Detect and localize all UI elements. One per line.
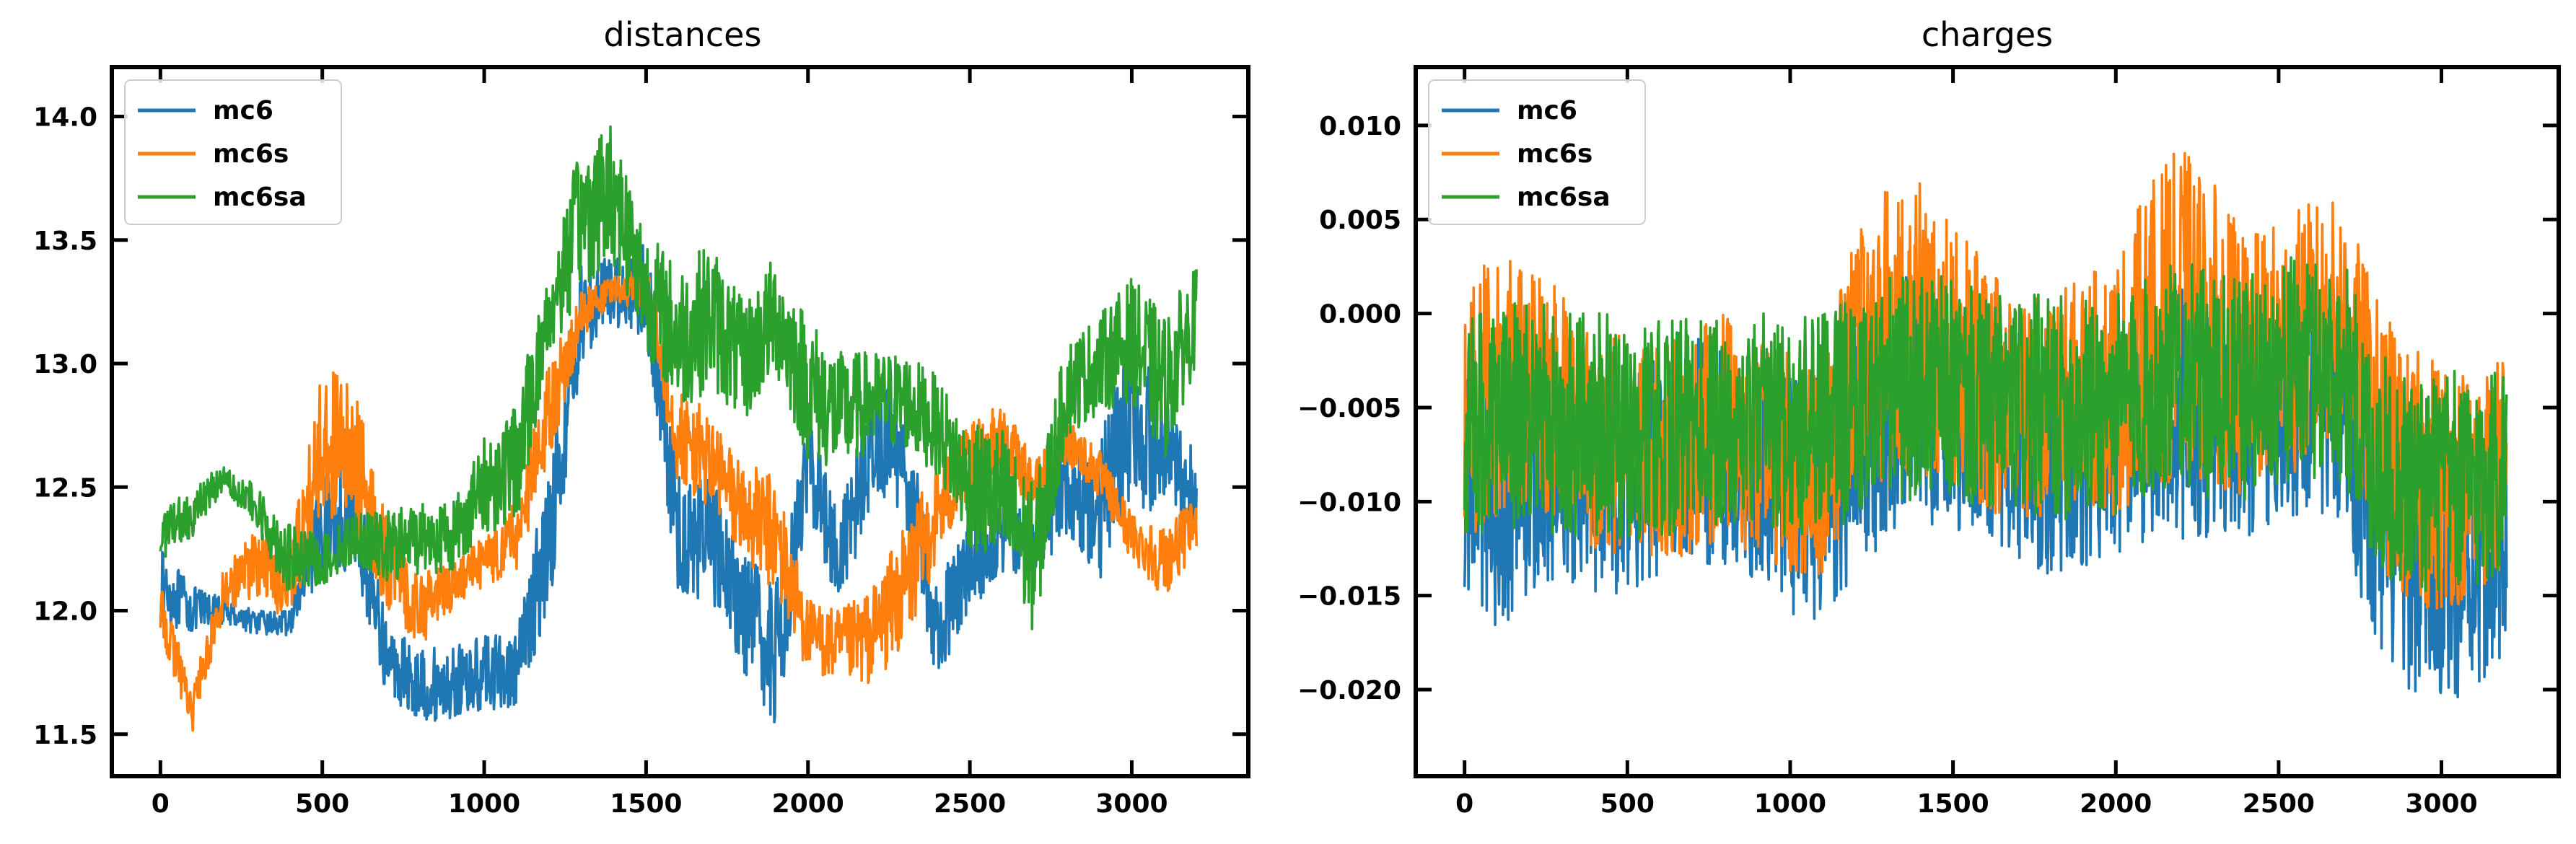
distances-x-tick-label-2: 1000 bbox=[448, 789, 520, 819]
distances-series-mc6sa-line bbox=[159, 125, 1198, 630]
distances-mask-left bbox=[0, 0, 112, 844]
distances-y-tick-label-3: 13.0 bbox=[33, 350, 97, 379]
distances-axes-frame bbox=[110, 65, 1250, 778]
charges-x-tick-label-4: 2000 bbox=[2080, 789, 2152, 819]
distances-mask-bottom bbox=[112, 776, 1248, 783]
charges-x-tick-label-2: 1000 bbox=[1754, 789, 1826, 819]
distances-legend-box bbox=[124, 79, 342, 225]
charges-mask bbox=[1271, 0, 2576, 844]
charges-mask-bottom bbox=[1416, 776, 2559, 783]
charges-data bbox=[1463, 151, 2508, 699]
charges-legend-label-mc6sa: mc6sa bbox=[1517, 183, 1611, 212]
charges-mask-top bbox=[1416, 58, 2559, 67]
distances-y-tick-label-1: 12.0 bbox=[33, 597, 97, 627]
charges-y-tick-label-5: −0.015 bbox=[1297, 582, 1401, 612]
distances-title: distances bbox=[604, 15, 762, 54]
distances-x-tick-label-6: 3000 bbox=[1095, 789, 1167, 819]
distances-y-tick-label-4: 13.5 bbox=[33, 227, 97, 256]
distances-x-tick-label-5: 2500 bbox=[934, 789, 1006, 819]
charges-legend-label-mc6s: mc6s bbox=[1517, 139, 1593, 169]
distances-legend-label-mc6sa: mc6sa bbox=[213, 183, 307, 212]
charges-y-tick-label-2: 0.000 bbox=[1319, 300, 1401, 330]
charges-y-tick-label-1: 0.005 bbox=[1319, 206, 1401, 235]
distances-data bbox=[159, 125, 1198, 732]
charges-y-tick-label-3: −0.005 bbox=[1297, 394, 1401, 423]
charges-legend-label-mc6: mc6 bbox=[1517, 96, 1577, 126]
charges-y-tick-label-6: −0.020 bbox=[1297, 676, 1401, 705]
charges-y-tick-label-4: −0.010 bbox=[1297, 488, 1401, 517]
distances-panel: distances 0 500 1000 1500 2000 2500 3000 11.5 12… bbox=[0, 0, 1250, 844]
distances-x-tick-label-4: 2000 bbox=[772, 789, 844, 819]
charges-mask-left bbox=[1271, 0, 1416, 844]
distances-x-tick-label-0: 0 bbox=[152, 789, 170, 819]
distances-y-tick-label-5: 14.0 bbox=[33, 103, 97, 133]
charges-panel: charges 0 500 1000 1500 2000 2500 3000 0.010 0.0… bbox=[1271, 0, 2576, 844]
distances-y-tick-label-0: 11.5 bbox=[33, 721, 97, 750]
charges-legend: mc6 mc6s mc6sa bbox=[1428, 79, 1646, 225]
charges-title: charges bbox=[1922, 15, 2053, 54]
charges-axes-frame bbox=[1414, 65, 2561, 778]
charges-x-tick-label-0: 0 bbox=[1455, 789, 1473, 819]
charges-y-tick-label-0: 0.010 bbox=[1319, 112, 1401, 141]
charges-x-tick-label-5: 2500 bbox=[2243, 789, 2315, 819]
charges-x-tick-label-6: 3000 bbox=[2405, 789, 2477, 819]
distances-legend-label-mc6: mc6 bbox=[213, 96, 273, 126]
distances-x-tick-label-3: 1500 bbox=[610, 789, 682, 819]
charges-x-tick-label-3: 1500 bbox=[1917, 789, 1989, 819]
charges-series-mc6sa-line bbox=[1463, 256, 2508, 593]
charges-x-tick-label-1: 500 bbox=[1600, 789, 1655, 819]
distances-mask-top bbox=[112, 58, 1248, 67]
distances-x-tick-label-1: 500 bbox=[295, 789, 349, 819]
charges-legend-box bbox=[1428, 79, 1646, 225]
charges-mask-right bbox=[2559, 0, 2576, 844]
distances-legend: mc6 mc6s mc6sa bbox=[124, 79, 342, 225]
distances-legend-label-mc6s: mc6s bbox=[213, 139, 289, 169]
distances-y-tick-label-2: 12.5 bbox=[33, 473, 97, 503]
